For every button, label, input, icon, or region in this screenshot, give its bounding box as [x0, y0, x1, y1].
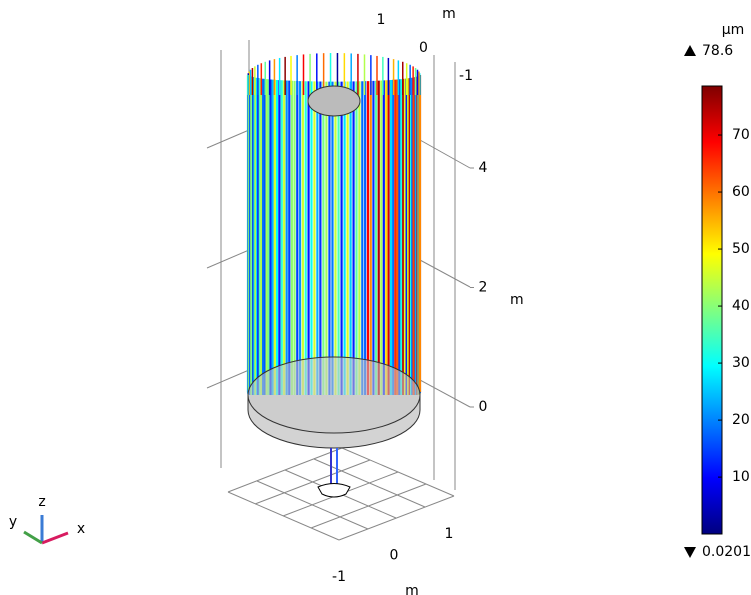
- colorbar-min: 0.0201: [702, 544, 751, 560]
- y-tick-label: 1: [377, 12, 386, 28]
- colorbar-tick-label: 70: [732, 127, 750, 143]
- triad-label: x: [77, 521, 85, 537]
- x-tick-label: 1: [445, 526, 454, 542]
- triad-label: y: [9, 514, 17, 530]
- triad-y: [23, 530, 43, 545]
- z-tick-label: 0: [479, 399, 488, 415]
- shaft-foot: [317, 483, 351, 498]
- colorbar-tick-label: 40: [732, 298, 750, 314]
- axis-triad: z x y: [9, 494, 85, 545]
- colorbar-tick-label: 10: [732, 469, 750, 485]
- z-tick-label: 2: [479, 280, 488, 296]
- colorbar-tick-label: 20: [732, 412, 750, 428]
- x-axis-label: m: [405, 583, 419, 595]
- colorbar: [701, 85, 723, 535]
- cylinder-stripes: [246, 53, 422, 414]
- base-disk: [247, 356, 421, 434]
- y-tick-label: -1: [459, 68, 473, 84]
- triad-label: z: [38, 494, 45, 510]
- top-cap: [307, 85, 361, 117]
- colorbar-tick-label: 50: [732, 241, 750, 257]
- x-tick-label: 0: [390, 548, 399, 564]
- min-marker: [684, 547, 696, 558]
- max-marker: [684, 45, 696, 56]
- y-tick-label: 0: [419, 40, 428, 56]
- scene: [206, 40, 471, 541]
- z-axis-label: m: [510, 292, 524, 308]
- colorbar-tick-label: 30: [732, 355, 750, 371]
- colorbar-tick-label: 60: [732, 184, 750, 200]
- triad-x: [41, 531, 69, 545]
- colorbar-max: 78.6: [702, 43, 733, 59]
- y-axis-label: m: [442, 6, 456, 22]
- colorbar-unit: µm: [722, 22, 745, 38]
- z-tick-label: 4: [479, 160, 488, 176]
- x-tick-label: -1: [332, 569, 346, 585]
